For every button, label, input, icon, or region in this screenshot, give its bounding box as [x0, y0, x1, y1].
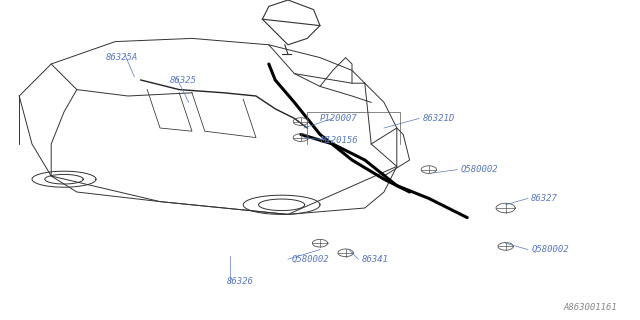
Text: 86325A: 86325A	[106, 53, 138, 62]
Text: A863001161: A863001161	[563, 303, 617, 312]
Text: 86321D: 86321D	[422, 114, 454, 123]
Text: 86341: 86341	[362, 255, 388, 264]
Text: 86325: 86325	[170, 76, 196, 84]
Text: 86326: 86326	[227, 277, 254, 286]
Text: M120156: M120156	[320, 136, 358, 145]
Text: Q580002: Q580002	[291, 255, 329, 264]
Text: 86327: 86327	[531, 194, 558, 203]
Text: P120007: P120007	[320, 114, 358, 123]
Text: Q580002: Q580002	[531, 245, 569, 254]
Text: Q580002: Q580002	[461, 165, 499, 174]
